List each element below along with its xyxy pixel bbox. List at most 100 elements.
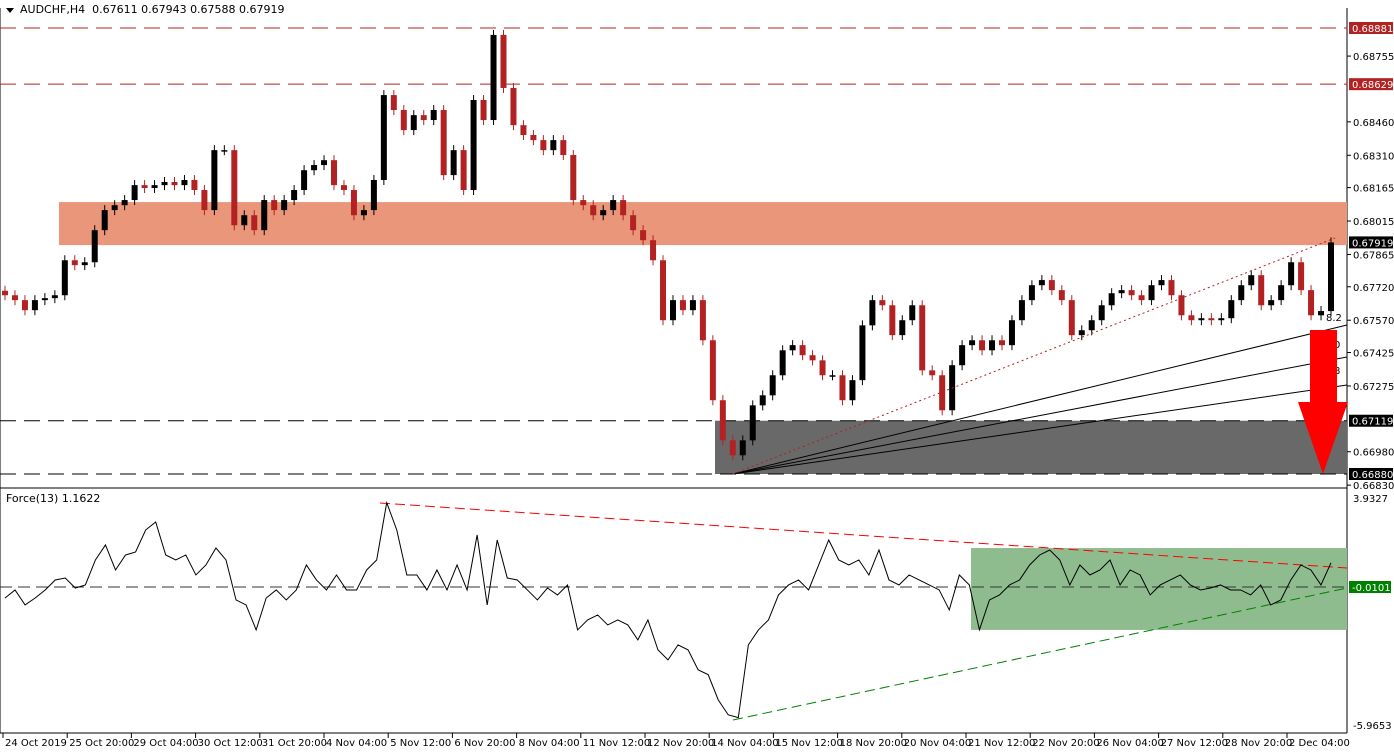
candle	[470, 94, 477, 196]
price-level-badge	[1349, 468, 1393, 480]
candle	[929, 365, 936, 381]
candle	[1268, 295, 1275, 311]
fib-fan-label: 8.2	[1326, 313, 1342, 324]
candle	[340, 180, 347, 196]
force-max-label: 3.9327	[1353, 494, 1388, 505]
candle	[1128, 285, 1135, 301]
candle	[1258, 270, 1265, 311]
candle-body	[530, 134, 537, 141]
candle	[909, 300, 916, 326]
price-tick-label: 0.67275	[1353, 382, 1394, 393]
candle-body	[21, 300, 28, 311]
candle-body	[440, 110, 447, 176]
candle-body	[779, 350, 786, 376]
candle	[520, 120, 527, 140]
candle-body	[1008, 320, 1015, 346]
candle	[689, 295, 696, 316]
candle	[789, 340, 796, 356]
candle	[281, 195, 288, 216]
candle	[799, 340, 806, 361]
candle-body	[660, 260, 667, 321]
time-tick-label: 5 Nov 12:00	[390, 738, 451, 749]
price-level-badge	[1349, 414, 1393, 427]
candle-body	[899, 320, 906, 336]
candle-body	[889, 305, 896, 336]
candle-body	[1298, 262, 1305, 291]
candle	[171, 177, 178, 191]
candle-body	[1228, 300, 1235, 319]
price-level-label: 0.68881	[1352, 24, 1393, 35]
candle-body	[311, 165, 318, 171]
candle-body	[829, 375, 836, 377]
candle	[1218, 313, 1225, 326]
candle-body	[1318, 311, 1325, 316]
candle	[480, 94, 487, 126]
candle	[400, 105, 407, 136]
dropdown-triangle-icon[interactable]	[6, 7, 14, 13]
candle-body	[131, 185, 138, 201]
candle	[181, 175, 188, 191]
price-level-label: 0.67919	[1352, 238, 1393, 249]
candle-body	[1158, 280, 1165, 286]
candle-body	[580, 200, 587, 206]
candle	[1148, 280, 1155, 306]
candle-body	[430, 110, 437, 121]
price-level-label: 0.67119	[1352, 417, 1393, 428]
force-level-badge	[1349, 581, 1391, 593]
down-arrow	[1298, 330, 1348, 474]
candle-body	[989, 340, 996, 351]
candle	[291, 185, 298, 206]
candle	[11, 290, 18, 306]
candle-body	[929, 370, 936, 376]
candle	[1078, 325, 1085, 341]
candle	[1058, 285, 1065, 306]
candle-body	[1208, 318, 1215, 321]
candle-body	[1018, 300, 1025, 321]
candle-body	[121, 200, 128, 206]
candle	[2, 285, 8, 301]
candle-body	[1218, 318, 1225, 321]
candle	[899, 315, 906, 341]
candle	[51, 290, 58, 304]
candle	[779, 345, 786, 381]
candle-body	[919, 305, 926, 371]
time-tick-label: 25 Oct 20:00	[69, 738, 134, 749]
candle-body	[191, 180, 198, 191]
candle	[1238, 280, 1245, 306]
time-tick-label: 20 Nov 04:00	[904, 738, 971, 749]
candle-body	[241, 215, 248, 226]
candle-body	[340, 185, 347, 191]
candle-body	[1198, 318, 1205, 321]
candle-body	[689, 300, 696, 311]
candle	[121, 195, 128, 211]
candle	[390, 90, 397, 116]
candle	[1328, 237, 1334, 317]
price-level-label: 0.66880	[1352, 470, 1393, 481]
candle-body	[41, 298, 48, 301]
candle	[1278, 280, 1285, 306]
candle-body	[450, 150, 457, 176]
candle	[570, 150, 577, 206]
candle	[590, 200, 597, 221]
force-line	[4, 500, 1332, 719]
candle	[640, 225, 647, 246]
candle-body	[11, 295, 18, 301]
candle-body	[1028, 285, 1035, 301]
candle-body	[640, 230, 647, 241]
candle	[969, 335, 976, 351]
candle-body	[1168, 280, 1175, 296]
candle-body	[560, 140, 567, 156]
candle	[600, 205, 607, 221]
price-tick-label: 0.68165	[1353, 184, 1394, 195]
candle	[1108, 288, 1115, 311]
candle	[201, 185, 208, 216]
candle-body	[819, 360, 826, 376]
candle-body	[679, 300, 686, 311]
candle	[749, 400, 756, 446]
candle	[450, 145, 457, 181]
candle	[370, 175, 377, 216]
candle	[1308, 285, 1315, 321]
candle-body	[1038, 280, 1045, 286]
candle	[719, 395, 726, 446]
